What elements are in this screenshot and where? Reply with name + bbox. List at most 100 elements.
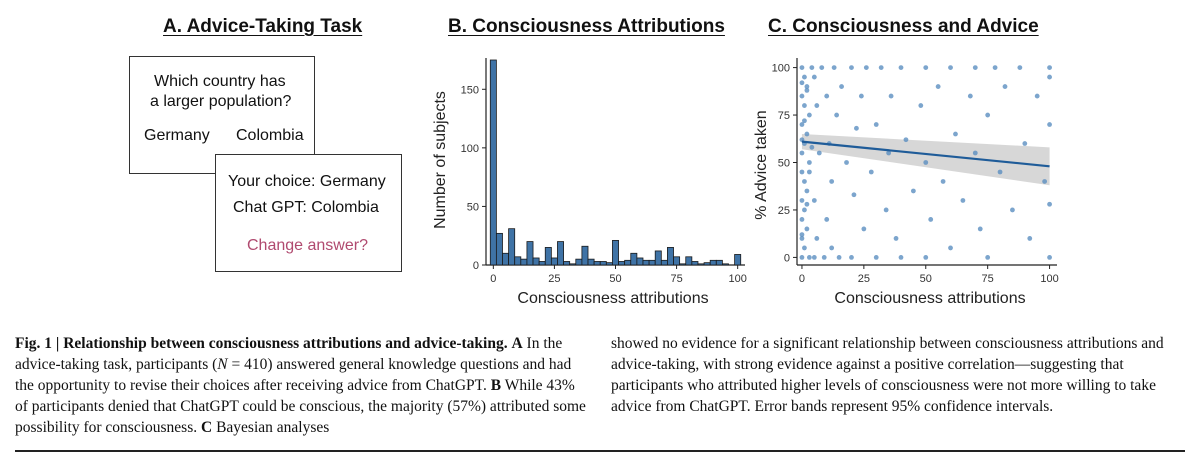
scatter-point	[799, 80, 805, 86]
scatter-point	[985, 112, 991, 118]
caption-text-b: While 43% of participants denied that Ch…	[15, 377, 586, 436]
scatter-x-tick-label: 0	[799, 273, 805, 285]
scatter-point	[923, 160, 929, 165]
scatter-point	[834, 112, 840, 118]
scatter-point	[811, 255, 817, 260]
histogram-bar	[569, 263, 577, 266]
scatter-point	[1042, 179, 1048, 184]
histogram-bar	[599, 261, 607, 266]
scatter-point	[802, 103, 807, 108]
scatter-point	[972, 65, 978, 70]
histogram-bar	[667, 247, 674, 266]
histogram-bar	[685, 256, 693, 266]
histogram-bar	[691, 261, 699, 266]
histogram-chart: 0 25 50 75 100 0 50 100 150 Consciousness attrib…	[432, 58, 747, 307]
scatter-point	[967, 93, 973, 99]
histogram-bar	[538, 261, 546, 266]
scatter-point	[804, 84, 810, 89]
histogram-bar	[489, 59, 497, 266]
scatter-point	[799, 232, 805, 238]
scatter-point	[799, 150, 805, 156]
scatter-point	[972, 150, 978, 156]
histogram-bar	[636, 257, 644, 266]
scatter-point	[821, 255, 827, 260]
scatter-point	[811, 74, 817, 80]
scatter-point	[851, 192, 857, 198]
scatter-point	[935, 84, 941, 89]
scatter-point	[802, 179, 807, 184]
scatter-point	[804, 188, 810, 194]
chatgpt-advice-text: Chat GPT: Colombia	[233, 199, 379, 216]
histogram-x-tick-label: 25	[548, 273, 560, 285]
scatter-x-tick-label: 50	[920, 273, 932, 285]
caption-text-c: Bayesian analyses	[212, 419, 330, 436]
caption-label-c: C	[201, 419, 213, 436]
scatter-point	[839, 84, 844, 89]
option-colombia: Colombia	[236, 127, 304, 144]
scatter-point	[849, 255, 854, 260]
histogram-x-axis-label: Consciousness attributions	[517, 290, 708, 307]
scatter-point	[831, 65, 837, 70]
scatter-point	[799, 93, 805, 99]
scatter-point	[940, 179, 946, 184]
histogram-bar	[618, 261, 626, 266]
scatter-point	[1002, 84, 1008, 89]
histogram-bar	[575, 258, 583, 266]
your-choice-text: Your choice: Germany	[228, 173, 386, 190]
scatter-point	[802, 245, 807, 251]
histogram-bar	[734, 254, 742, 266]
scatter-point	[1047, 74, 1052, 80]
scatter-point	[1047, 122, 1052, 127]
scatter-point	[861, 226, 867, 232]
scatter-x-tick-label: 25	[858, 273, 870, 285]
scatter-point	[816, 150, 822, 156]
scatter-y-tick-label: 50	[778, 158, 790, 170]
scatter-point	[1034, 93, 1040, 99]
change-answer-link: Change answer?	[247, 237, 368, 254]
scatter-point	[918, 103, 924, 108]
histogram-x-tick-label: 0	[490, 273, 496, 285]
scatter-point	[799, 198, 805, 203]
panel-b-title: B. Consciousness Attributions	[448, 16, 725, 37]
histogram-bar	[697, 263, 705, 266]
scatter-point	[804, 201, 810, 207]
scatter-point	[811, 198, 817, 203]
scatter-point	[863, 65, 869, 70]
scatter-x-tick-label: 75	[982, 273, 994, 285]
scatter-point	[804, 87, 810, 93]
histogram-y-tick-label: 0	[473, 260, 479, 272]
histogram-bar	[502, 252, 510, 266]
histogram-x-tick-label: 50	[609, 273, 621, 285]
panel-c-title: C. Consciousness and Advice	[768, 16, 1039, 37]
scatter-point	[893, 236, 899, 241]
scatter-point	[814, 103, 820, 108]
histogram-bar	[660, 259, 668, 266]
caption-text-a: In the advice-taking task, participants …	[15, 335, 563, 373]
scatter-point	[806, 169, 812, 175]
histogram-bar	[605, 262, 613, 266]
scatter-y-tick-label: 0	[784, 252, 790, 264]
caption-right: showed no evidence for a significant rel…	[611, 335, 1164, 415]
scatter-point	[977, 226, 983, 232]
histogram-bar	[563, 261, 571, 266]
scatter-point	[809, 65, 815, 70]
scatter-point	[878, 65, 884, 70]
scatter-point	[799, 65, 805, 70]
question-line-2: a larger population?	[150, 93, 292, 110]
scatter-point	[802, 74, 807, 80]
histogram-bar	[514, 256, 522, 266]
scatter-point	[953, 131, 958, 137]
scatter-point	[806, 255, 812, 260]
histogram-y-tick-label: 150	[461, 84, 479, 96]
scatter-point	[836, 255, 842, 260]
histogram-bar	[648, 259, 656, 266]
scatter-point	[799, 217, 805, 222]
scatter-y-axis-label: % Advice taken	[753, 110, 770, 219]
scatter-point	[910, 188, 916, 194]
scatter-point	[898, 255, 904, 260]
scatter-point	[806, 160, 812, 165]
scatter-point	[799, 122, 805, 127]
caption-label-b: B	[490, 377, 502, 394]
histogram-bar	[630, 252, 638, 266]
bottom-rule	[15, 450, 1185, 452]
